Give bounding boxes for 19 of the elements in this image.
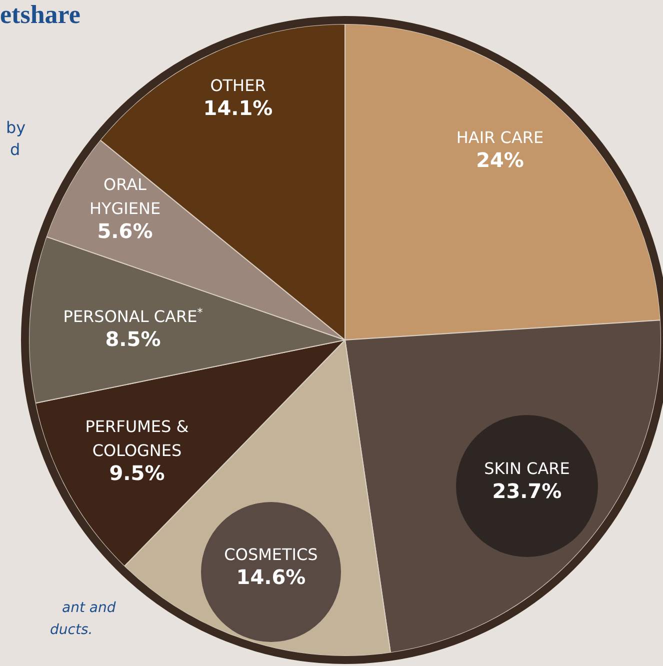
data-label: 9.5% [109, 461, 165, 485]
data-label: 8.5% [105, 327, 161, 351]
text: d [10, 140, 20, 159]
data-label: 23.7% [492, 479, 562, 503]
text: ducts. [50, 622, 93, 638]
slice-label: PERFUMES & COLOGNES [85, 417, 189, 460]
data-label: 14.6% [236, 565, 306, 589]
data-label: 14.1% [203, 96, 273, 120]
slice-label: ORAL HYGIENE [89, 175, 161, 218]
text: by [6, 118, 26, 137]
chart-title: etshare [0, 0, 80, 30]
slice-label: PERSONAL CARE$^{*}$ [63, 306, 204, 326]
data-label: 24% [476, 148, 524, 172]
data-label: 5.6% [97, 219, 153, 243]
slice-label: HAIR CARE [456, 128, 544, 147]
slice-label: OTHER [210, 76, 266, 95]
slice-label: SKIN CARE [484, 459, 570, 478]
slice-label: COSMETICS [224, 545, 318, 564]
text: ant and [62, 600, 116, 616]
